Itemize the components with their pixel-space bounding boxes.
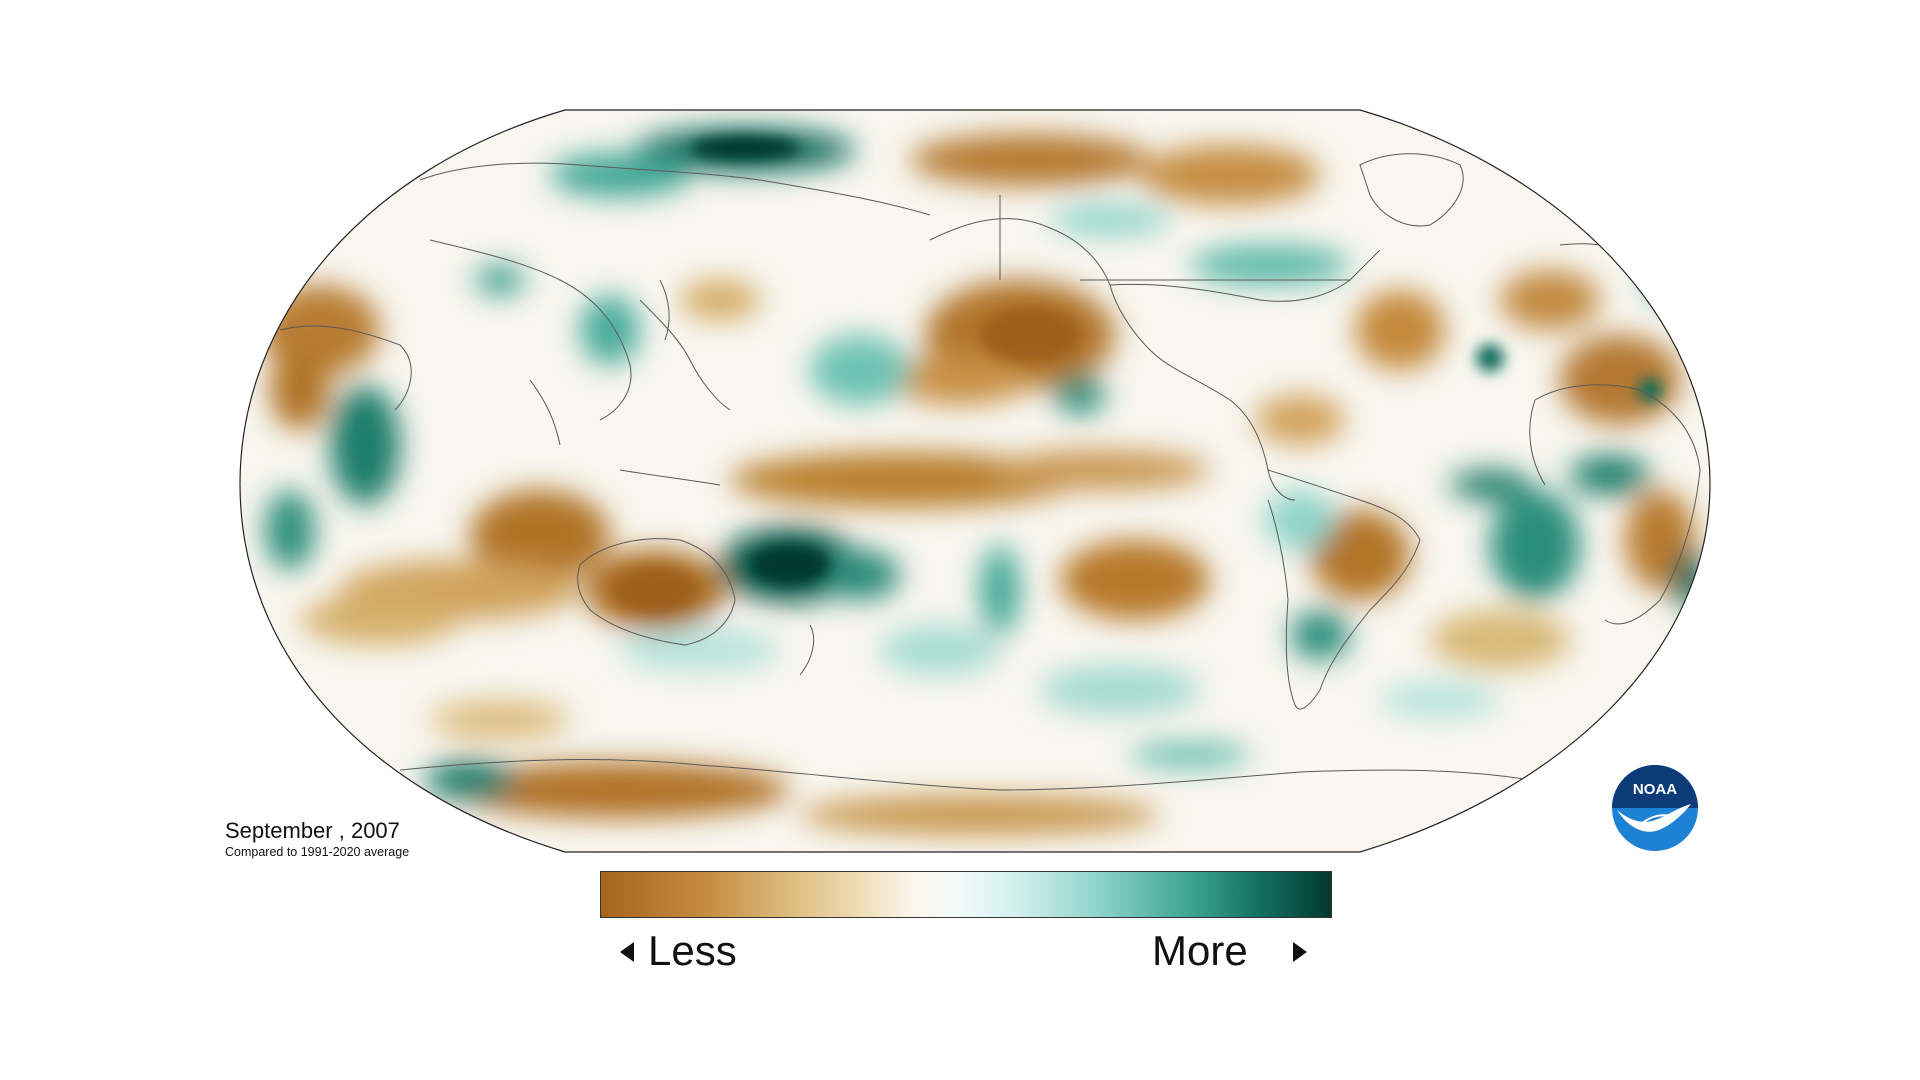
map-outline bbox=[239, 109, 1711, 853]
map-caption: September , 2007 Compared to 1991-2020 a… bbox=[225, 818, 409, 860]
noaa-logo-icon: NOAA bbox=[1612, 765, 1698, 851]
caption-title: September , 2007 bbox=[225, 818, 400, 843]
less-arrow-icon bbox=[620, 942, 634, 962]
legend-more-label: More bbox=[1152, 927, 1248, 974]
more-arrow-icon bbox=[1293, 942, 1307, 962]
coastline-lines bbox=[279, 153, 1701, 791]
noaa-logo: NOAA bbox=[1611, 764, 1699, 852]
caption-subtitle: Compared to 1991-2020 average bbox=[225, 845, 410, 859]
noaa-logo-text: NOAA bbox=[1633, 781, 1677, 798]
legend-less-label: Less bbox=[648, 927, 737, 974]
legend-colorbar bbox=[600, 871, 1332, 918]
anomaly-field bbox=[240, 110, 1710, 852]
